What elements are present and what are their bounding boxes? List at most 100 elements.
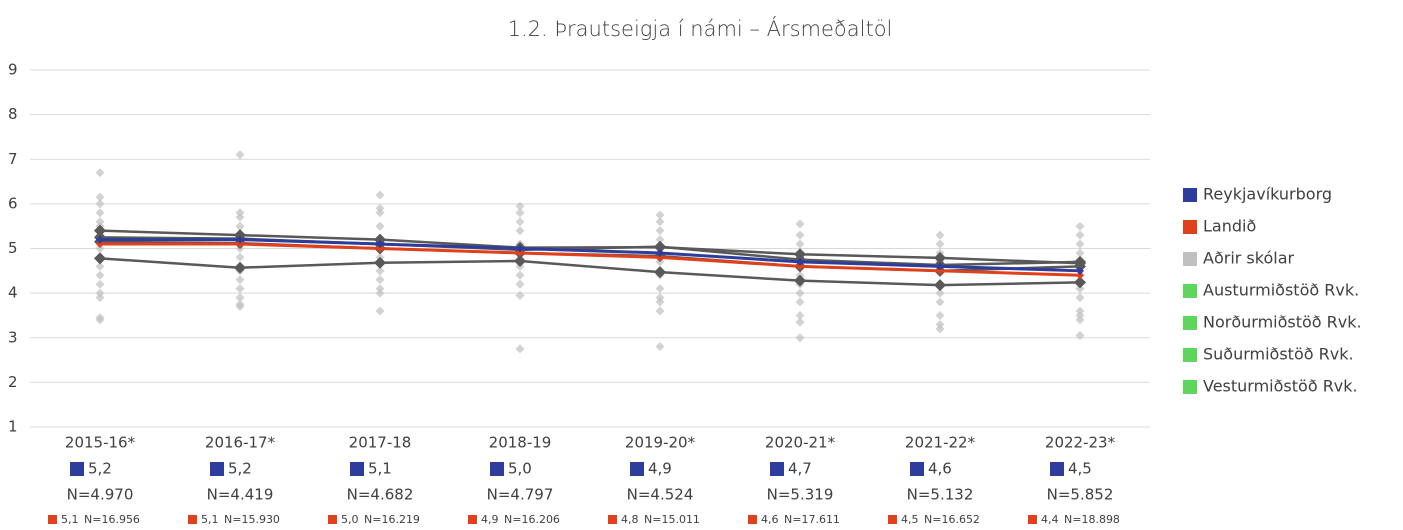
- series-marker: [516, 244, 524, 253]
- count-label: N=16.206: [504, 513, 560, 526]
- value-label: 4,5: [901, 513, 919, 526]
- scatter-point: [1075, 239, 1085, 249]
- series-marker: [656, 253, 664, 262]
- legend-swatch: [1028, 515, 1037, 524]
- series-marker: [656, 248, 664, 257]
- scatter-point: [235, 293, 245, 303]
- scatter-point: [1075, 293, 1085, 303]
- series-marker: [376, 240, 384, 249]
- value-label: 5,1: [368, 460, 392, 478]
- series-marker: [934, 279, 946, 292]
- x-tick-label: 2021-22*: [905, 434, 976, 452]
- legend-label: Aðrir skólar: [1203, 249, 1294, 268]
- count-label: N=15.930: [224, 513, 280, 526]
- legend-swatch: [1183, 316, 1197, 330]
- legend-label: Suðurmiðstöð Rvk.: [1203, 345, 1354, 364]
- value-label: 5,0: [341, 513, 359, 526]
- legend-swatch: [468, 515, 477, 524]
- scatter-point: [935, 324, 945, 334]
- y-tick-label: 1: [8, 418, 18, 436]
- count-label: N=4.524: [627, 486, 694, 504]
- legend-swatch: [1183, 284, 1197, 298]
- series-line: [100, 238, 1081, 273]
- scatter-point: [235, 212, 245, 222]
- x-tick-label: 2017-18: [349, 434, 412, 452]
- value-label: 4,9: [481, 513, 499, 526]
- value-label: 5,2: [228, 460, 252, 478]
- scatter-point: [795, 317, 805, 327]
- scatter-point: [1075, 331, 1085, 341]
- y-tick-label: 7: [8, 150, 18, 168]
- scatter-point: [515, 344, 525, 354]
- scatter-point: [655, 306, 665, 316]
- value-label: 4,4: [1041, 513, 1059, 526]
- scatter-point: [795, 239, 805, 249]
- scatter-point: [375, 275, 385, 285]
- series-marker: [514, 254, 526, 267]
- x-tick-label: 2019-20*: [625, 434, 696, 452]
- scatter-point: [375, 266, 385, 276]
- legend-swatch: [210, 462, 224, 476]
- scatter-point: [515, 290, 525, 300]
- scatter-point: [795, 230, 805, 240]
- legend-swatch: [490, 462, 504, 476]
- scatter-point: [95, 261, 105, 271]
- legend-label: Norðurmiðstöð Rvk.: [1203, 313, 1362, 332]
- series-marker: [1074, 276, 1086, 289]
- series-marker: [516, 248, 524, 257]
- scatter-point: [655, 210, 665, 220]
- legend-swatch: [630, 462, 644, 476]
- scatter-point: [95, 168, 105, 178]
- legend-swatch: [1183, 188, 1197, 202]
- scatter-point: [95, 293, 105, 303]
- scatter-point: [95, 192, 105, 202]
- series-line: [100, 242, 1081, 277]
- scatter-point: [655, 297, 665, 307]
- series-marker: [796, 262, 804, 271]
- value-label: 4,6: [928, 460, 952, 478]
- legend-swatch: [608, 515, 617, 524]
- scatter-point: [935, 239, 945, 249]
- scatter-point: [935, 310, 945, 320]
- y-tick-label: 5: [8, 239, 18, 257]
- scatter-point: [235, 284, 245, 294]
- count-label: N=5.132: [907, 486, 974, 504]
- scatter-point: [515, 217, 525, 227]
- scatter-point: [935, 297, 945, 307]
- value-label: 5,0: [508, 460, 532, 478]
- scatter-point: [235, 302, 245, 312]
- scatter-point: [95, 199, 105, 209]
- scatter-point: [235, 252, 245, 262]
- series-marker: [654, 240, 666, 253]
- count-label: N=17.611: [784, 513, 840, 526]
- legend-swatch: [350, 462, 364, 476]
- count-label: N=16.219: [364, 513, 420, 526]
- scatter-point: [515, 270, 525, 280]
- x-tick-label: 2020-21*: [765, 434, 836, 452]
- count-label: N=5.852: [1047, 486, 1114, 504]
- legend-swatch: [748, 515, 757, 524]
- legend-label: Austurmiðstöð Rvk.: [1203, 281, 1359, 300]
- legend-swatch: [910, 462, 924, 476]
- scatter-point: [375, 190, 385, 200]
- series-line: [99, 257, 1081, 287]
- y-tick-label: 2: [8, 373, 18, 391]
- series-marker: [936, 266, 944, 275]
- series-line: [99, 229, 1081, 265]
- legend-label: Reykjavíkurborg: [1203, 185, 1332, 204]
- series-marker: [234, 261, 246, 274]
- scatter-point: [375, 221, 385, 231]
- count-label: N=5.319: [767, 486, 834, 504]
- legend-swatch: [328, 515, 337, 524]
- scatter-point: [935, 288, 945, 298]
- scatter-point: [1075, 284, 1085, 294]
- series-marker: [1076, 266, 1084, 275]
- scatter-point: [935, 230, 945, 240]
- scatter-point: [655, 235, 665, 245]
- count-label: N=4.797: [487, 486, 554, 504]
- y-tick-label: 9: [8, 61, 18, 79]
- scatter-point: [95, 208, 105, 218]
- series-marker: [94, 224, 106, 237]
- count-label: N=16.956: [84, 513, 140, 526]
